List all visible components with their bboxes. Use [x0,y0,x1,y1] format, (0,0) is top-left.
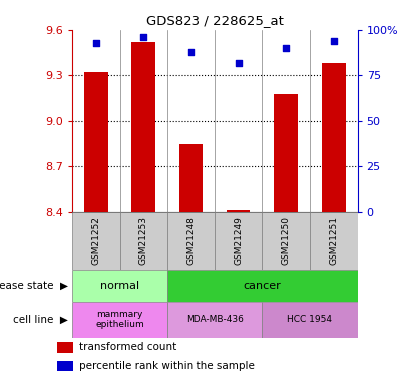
Bar [58,361,73,371]
Bar [58,342,73,352]
Bar [262,302,358,338]
Bar [167,270,358,302]
Point [235,60,242,66]
Text: cell line  ▶: cell line ▶ [13,315,68,325]
Text: GSM21250: GSM21250 [282,216,291,266]
Text: MDA-MB-436: MDA-MB-436 [186,315,244,324]
Bar [72,302,167,338]
Bar [132,42,155,212]
Bar [226,210,250,212]
Text: HCC 1954: HCC 1954 [287,315,332,324]
Point [330,38,337,44]
Bar [167,212,215,270]
Point [283,45,289,51]
Bar [179,144,203,212]
Bar [72,212,120,270]
Bar [274,94,298,212]
Bar [72,270,167,302]
Text: GSM21251: GSM21251 [329,216,338,266]
Text: mammary
epithelium: mammary epithelium [95,310,144,329]
Bar [215,212,262,270]
Bar [167,302,262,338]
Bar [120,212,167,270]
Point [140,34,147,40]
Text: percentile rank within the sample: percentile rank within the sample [79,361,255,371]
Text: GSM21248: GSM21248 [187,216,196,266]
Bar [84,72,108,212]
Text: GSM21252: GSM21252 [91,216,100,266]
Text: disease state  ▶: disease state ▶ [0,281,68,291]
Text: normal: normal [100,281,139,291]
Bar [310,212,358,270]
Point [188,49,194,55]
Text: cancer: cancer [243,281,281,291]
Text: transformed count: transformed count [79,342,176,352]
Text: GSM21253: GSM21253 [139,216,148,266]
Bar [322,63,346,212]
Bar [262,212,310,270]
Point [92,40,99,46]
Title: GDS823 / 228625_at: GDS823 / 228625_at [146,15,284,27]
Text: GSM21249: GSM21249 [234,216,243,266]
